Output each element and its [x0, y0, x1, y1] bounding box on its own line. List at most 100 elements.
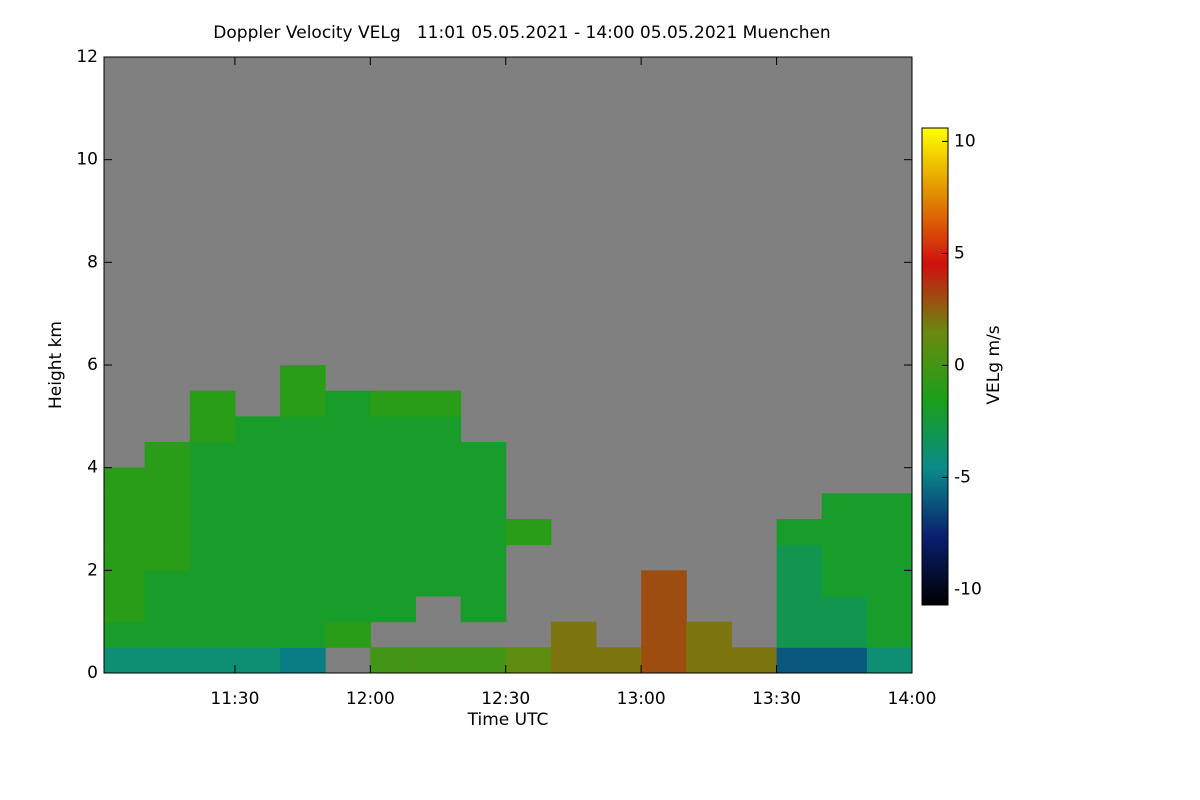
heat-cell: [234, 570, 281, 597]
heat-cell: [731, 647, 778, 673]
heat-cell: [234, 416, 281, 443]
heat-cell: [370, 390, 416, 417]
heat-cell: [280, 596, 326, 623]
heat-cell: [325, 519, 371, 546]
heat-cell: [776, 519, 823, 546]
heat-cell: [686, 647, 732, 673]
colorbar-tick-label: 10: [954, 131, 976, 151]
heat-cell: [234, 621, 281, 648]
heat-cell: [821, 621, 868, 648]
y-tick-label: 12: [76, 47, 98, 67]
heat-cell: [280, 493, 326, 520]
heat-cell: [370, 493, 416, 520]
heat-cell: [325, 493, 371, 520]
colorbar-tick-label: 5: [954, 243, 965, 263]
heat-cell: [641, 647, 687, 673]
heat-cell: [460, 467, 507, 494]
heat-cell: [189, 467, 236, 494]
heat-cell: [325, 416, 371, 443]
heat-cell: [280, 621, 326, 648]
heat-cell: [325, 544, 371, 571]
heat-cell: [460, 493, 507, 520]
heat-cell: [686, 621, 732, 648]
heat-cell: [415, 390, 462, 417]
heat-cell: [144, 647, 191, 673]
heat-cell: [415, 493, 462, 520]
y-axis-label: Height km: [46, 321, 66, 409]
heat-cell: [866, 647, 912, 673]
y-tick-label: 6: [87, 355, 98, 375]
heat-cell: [866, 493, 912, 520]
heat-cell: [280, 519, 326, 546]
heat-cell: [460, 544, 507, 571]
colorbar-label: VELg m/s: [984, 325, 1004, 404]
heat-cell: [234, 493, 281, 520]
y-tick-label: 2: [87, 560, 98, 580]
heat-cell: [415, 647, 462, 673]
heat-cell: [866, 596, 912, 623]
heat-cell: [460, 596, 507, 623]
heat-cell: [144, 570, 191, 597]
x-tick-label: 12:30: [481, 689, 530, 709]
heat-cell: [325, 390, 371, 417]
heat-cell: [550, 621, 597, 648]
heat-cell: [325, 442, 371, 469]
heat-cell: [866, 519, 912, 546]
heat-cell: [104, 647, 146, 673]
heat-cell: [821, 596, 868, 623]
heat-cell: [189, 647, 236, 673]
x-tick-label: 13:30: [752, 689, 801, 709]
heat-cell: [280, 442, 326, 469]
x-tick-label: 13:00: [617, 689, 666, 709]
heat-cell: [104, 519, 146, 546]
chart-title: Doppler Velocity VELg 11:01 05.05.2021 -…: [213, 23, 830, 43]
heat-cell: [189, 442, 236, 469]
heat-cell: [144, 596, 191, 623]
colorbar-tick-label: 0: [954, 355, 965, 375]
colorbar-tick-label: -10: [954, 579, 982, 599]
colorbar: [921, 127, 949, 606]
heat-cell: [325, 621, 371, 648]
heat-cell: [370, 519, 416, 546]
heat-cell: [821, 570, 868, 597]
heat-cell: [370, 544, 416, 571]
x-tick-label: 12:00: [346, 689, 395, 709]
heat-cell: [234, 467, 281, 494]
heat-cell: [370, 467, 416, 494]
heat-cell: [144, 519, 191, 546]
heat-cell: [866, 544, 912, 571]
heat-cell: [189, 621, 236, 648]
heat-cell: [144, 544, 191, 571]
heat-cell: [460, 442, 507, 469]
heat-cell: [776, 647, 823, 673]
heat-cell: [505, 519, 552, 546]
heat-cell: [866, 570, 912, 597]
heat-cell: [234, 519, 281, 546]
heat-cell: [189, 493, 236, 520]
heat-cell: [641, 570, 687, 597]
heat-cell: [641, 621, 687, 648]
heat-cell: [821, 493, 868, 520]
heat-cell: [104, 467, 146, 494]
x-tick-label: 14:00: [888, 689, 937, 709]
colorbar-tick-label: -5: [954, 467, 971, 487]
heat-cell: [189, 596, 236, 623]
heat-cell: [460, 519, 507, 546]
heat-cell: [415, 570, 462, 597]
heat-cell: [234, 596, 281, 623]
x-axis-label: Time UTC: [467, 710, 549, 730]
heat-cell: [234, 442, 281, 469]
y-tick-label: 8: [87, 252, 98, 272]
heat-cell: [144, 442, 191, 469]
heat-cell: [415, 467, 462, 494]
heat-cell: [280, 647, 326, 673]
heat-cell: [104, 621, 146, 648]
heat-cell: [821, 544, 868, 571]
heat-cell: [776, 621, 823, 648]
heat-cell: [104, 544, 146, 571]
heat-cell: [189, 570, 236, 597]
heat-cell: [144, 621, 191, 648]
heat-cell: [415, 519, 462, 546]
